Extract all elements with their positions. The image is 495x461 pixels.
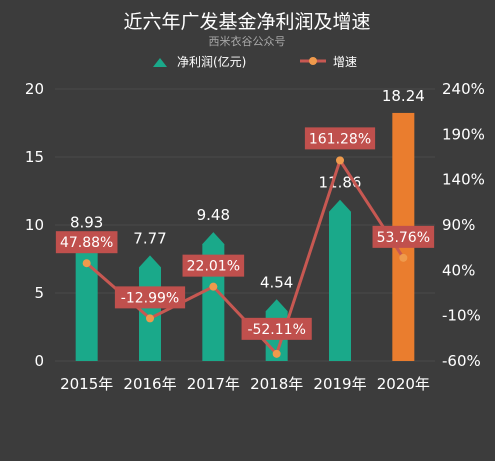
- chart-title: 近六年广发基金净利润及增速: [123, 11, 370, 33]
- bar-value-label: 9.48: [197, 206, 230, 224]
- right-tick-label: -10%: [442, 307, 481, 325]
- growth-point: [82, 259, 91, 268]
- growth-value-label: 161.28%: [309, 131, 371, 147]
- x-tick-label: 2018年: [250, 375, 303, 393]
- bar-value-label: 4.54: [260, 273, 293, 291]
- chart-subtitle: 西米衣谷公众号: [209, 34, 286, 48]
- bar-value-label: 18.24: [382, 87, 425, 105]
- growth-value-label: 53.76%: [377, 230, 430, 246]
- growth-label-box: [372, 225, 435, 248]
- right-tick-label: 40%: [442, 261, 475, 279]
- growth-label-box: [55, 231, 118, 254]
- right-tick-label: 240%: [442, 80, 485, 98]
- growth-value-labels: 47.88% -12.99% 22.01% -52.11% 161.28% 53.76%: [55, 127, 435, 340]
- legend-bar-marker-icon: [153, 58, 167, 67]
- right-tick-label: 140%: [442, 171, 485, 189]
- left-axis: 0 5 10 15 20: [25, 80, 44, 370]
- x-axis: 2015年 2016年 2017年 2018年 2019年 2020年: [60, 375, 430, 393]
- growth-value-label: -52.11%: [247, 322, 305, 338]
- bar: [329, 199, 351, 361]
- growth-label-box: [304, 127, 376, 150]
- growth-value-label: 47.88%: [60, 235, 113, 251]
- growth-point: [336, 156, 344, 165]
- x-tick-label: 2015年: [60, 375, 113, 393]
- right-tick-label: 190%: [442, 125, 485, 143]
- legend-net-profit-label: 净利润(亿元): [177, 54, 246, 69]
- growth-value-label: -12.99%: [121, 290, 179, 306]
- bar-value-label: 7.77: [133, 229, 166, 247]
- growth-label-box: [241, 317, 312, 340]
- x-tick-label: 2016年: [123, 375, 176, 393]
- bar: [75, 239, 98, 361]
- growth-value-label: 22.01%: [187, 259, 240, 275]
- right-tick-label: -60%: [442, 352, 481, 370]
- growth-point: [146, 314, 154, 323]
- left-tick-label: 15: [25, 148, 44, 166]
- growth-point: [209, 282, 218, 291]
- left-tick-label: 10: [25, 216, 44, 234]
- left-tick-label: 5: [34, 284, 44, 302]
- left-tick-label: 0: [34, 352, 44, 370]
- growth-point: [399, 253, 408, 262]
- growth-label-box: [114, 286, 186, 309]
- bar-value-label: 8.93: [70, 214, 103, 232]
- right-tick-label: 90%: [442, 216, 475, 234]
- x-tick-label: 2019年: [313, 375, 366, 393]
- x-tick-label: 2017年: [187, 375, 240, 393]
- legend-growth-dot-icon: [309, 57, 317, 65]
- x-tick-label: 2020年: [377, 375, 430, 393]
- growth-point: [272, 349, 281, 358]
- right-axis: -60% -10% 40% 90% 140% 190% 240%: [442, 80, 485, 370]
- legend-growth-label: 增速: [333, 55, 357, 69]
- left-tick-label: 20: [25, 80, 44, 98]
- legend: 净利润(亿元) 增速: [153, 54, 357, 69]
- growth-label-box: [182, 254, 245, 277]
